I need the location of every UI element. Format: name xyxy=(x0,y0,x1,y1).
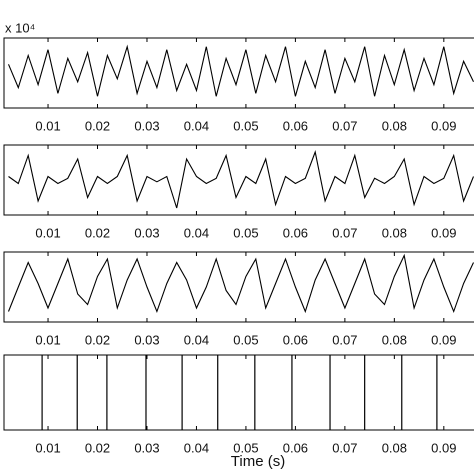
x-tick-label: 0.09 xyxy=(431,440,456,455)
x-tick-label: 0.03 xyxy=(134,440,159,455)
axes-frame xyxy=(3,144,474,216)
x-tick-label: 0.03 xyxy=(134,225,159,240)
x-tick-label: 0.08 xyxy=(382,118,407,133)
x-tick-label: 0.01 xyxy=(35,225,60,240)
y-exponent-label: x 10⁴ xyxy=(5,20,35,35)
signal-line xyxy=(7,44,474,97)
x-tick-label: 0.02 xyxy=(85,225,110,240)
x-tick-label: 0.06 xyxy=(283,440,308,455)
x-tick-label: 0.03 xyxy=(134,332,159,347)
x-tick-label: 0.09 xyxy=(431,118,456,133)
x-tick-label: 0.05 xyxy=(233,118,258,133)
x-tick-label: 0.08 xyxy=(382,332,407,347)
x-tick-label: 0.04 xyxy=(184,225,209,240)
x-tick-label: 0.06 xyxy=(283,332,308,347)
x-tick-label: 0.01 xyxy=(35,332,60,347)
x-tick-label: 0.07 xyxy=(332,225,357,240)
x-tick-label: 0.09 xyxy=(431,225,456,240)
signal-line xyxy=(7,253,474,314)
x-tick-label: 0.05 xyxy=(233,332,258,347)
x-tick-label: 0.07 xyxy=(332,118,357,133)
x-tick-label: 0.01 xyxy=(35,440,60,455)
x-tick-label: 0.08 xyxy=(382,225,407,240)
x-tick-label: 0.05 xyxy=(233,440,258,455)
x-tick-label: 0.02 xyxy=(85,332,110,347)
x-tick-label: 0.04 xyxy=(184,332,209,347)
axes-frame xyxy=(3,354,474,431)
signal-line xyxy=(8,150,474,209)
x-tick-label: 0.05 xyxy=(233,225,258,240)
x-tick-label: 0.09 xyxy=(431,332,456,347)
x-tick-label: 0.02 xyxy=(85,440,110,455)
x-tick-label: 0.04 xyxy=(184,440,209,455)
axes-frame xyxy=(3,37,474,109)
axes-frame xyxy=(3,251,474,323)
x-tick-label: 0.08 xyxy=(382,440,407,455)
x-tick-label: 0.01 xyxy=(35,118,60,133)
x-tick-label: 0.07 xyxy=(332,332,357,347)
x-tick-label: 0.04 xyxy=(184,118,209,133)
x-tick-label: 0.06 xyxy=(283,225,308,240)
x-axis-label: Time (s) xyxy=(231,453,285,470)
x-tick-label: 0.07 xyxy=(332,440,357,455)
x-tick-label: 0.06 xyxy=(283,118,308,133)
x-tick-label: 0.02 xyxy=(85,118,110,133)
x-tick-label: 0.03 xyxy=(134,118,159,133)
